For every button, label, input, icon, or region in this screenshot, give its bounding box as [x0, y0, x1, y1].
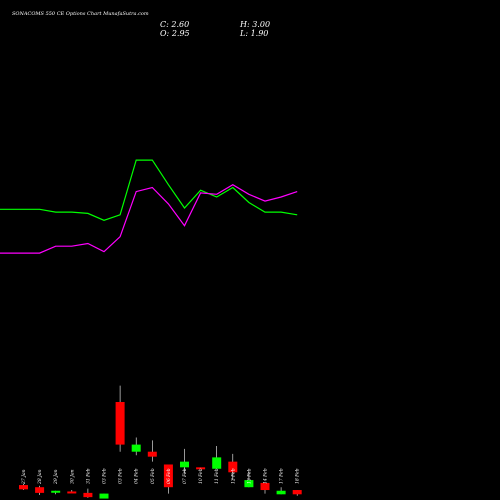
candle-body — [196, 467, 206, 470]
candle-12 — [212, 446, 222, 469]
candle-0 — [19, 483, 28, 491]
low-value: 1.90 — [251, 29, 269, 38]
x-axis-ticks: 27 Jan 28 Jan 29 Jan 30 Jan 31 Feb 03 Feb 03 F… — [21, 468, 301, 485]
upper-band-line — [0, 159, 298, 221]
candle-body — [163, 464, 173, 488]
candle-body — [67, 491, 77, 494]
candle-body — [292, 490, 302, 495]
x-tick-label: 03 Feb — [118, 468, 124, 484]
high-value: 3.00 — [252, 20, 270, 29]
candle-body — [276, 490, 286, 495]
candle-body — [147, 451, 157, 457]
x-tick-label: 10 Feb — [198, 468, 204, 484]
candle-14 — [244, 471, 254, 488]
x-tick-label: 04 Feb — [134, 468, 140, 484]
x-tick-label: 18 Feb — [295, 468, 301, 484]
x-tick-label: 11 Feb — [214, 468, 220, 484]
candle-body — [180, 461, 189, 468]
candle-body — [260, 482, 270, 491]
candle-9 — [163, 464, 173, 494]
candle-body — [131, 444, 141, 452]
candle-series — [19, 385, 302, 499]
close-value: 2.60 — [170, 20, 189, 29]
close-label: C: — [160, 20, 169, 29]
x-tick-label: 13 Feb — [246, 468, 252, 484]
candle-body — [51, 490, 61, 493]
svg-text:O: 2.95: O: 2.95 — [160, 29, 190, 38]
x-tick-label: 30 Jan — [69, 469, 75, 484]
chart-title: SONACOMS 550 CE Options Chart MunafaSutr… — [12, 11, 149, 17]
x-tick-label: 31 Feb — [85, 468, 91, 484]
candle-10 — [180, 448, 189, 473]
x-tick-label: 27 Jan — [21, 469, 27, 485]
svg-text:L: 1.90: L: 1.90 — [239, 29, 268, 38]
x-tick-label: 03 Feb — [102, 468, 108, 484]
open-label: O: — [160, 29, 170, 38]
candle-body — [212, 457, 222, 469]
candle-body — [244, 480, 254, 488]
candle-13 — [228, 453, 238, 481]
candle-16 — [276, 487, 286, 495]
candle-4 — [83, 488, 93, 498]
low-label: L: — [239, 29, 248, 38]
band-lines — [0, 159, 298, 254]
candle-body — [115, 402, 125, 445]
svg-text:C: 2.60: C: 2.60 — [160, 20, 189, 29]
x-tick-label: 29 Jan — [53, 469, 59, 485]
candle-body — [35, 487, 45, 493]
ohlc-readout: C: 2.60 O: 2.95 H: 3.00 L: 1.90 — [160, 20, 270, 38]
candle-3 — [67, 490, 77, 494]
high-label: H: — [239, 20, 250, 29]
x-tick-label: 17 Feb — [279, 468, 285, 484]
candle-7 — [131, 437, 141, 456]
candle-body — [228, 461, 238, 473]
candle-15 — [260, 482, 270, 494]
candle-2 — [51, 490, 61, 495]
candle-6 — [115, 385, 125, 452]
candle-body — [83, 492, 93, 498]
x-tick-label: 28 Jan — [37, 469, 43, 485]
candle-5 — [99, 493, 109, 499]
x-tick-label: 06 Feb — [166, 468, 172, 484]
candle-1 — [35, 485, 45, 496]
open-value: 2.95 — [171, 29, 190, 38]
svg-text:H: 3.00: H: 3.00 — [239, 20, 270, 29]
x-tick-label: 14 Feb — [263, 468, 269, 484]
x-tick-label: 05 Feb — [150, 468, 156, 484]
lower-band-line — [0, 184, 298, 254]
candle-body — [19, 485, 28, 490]
candle-body — [99, 493, 109, 499]
candle-17 — [292, 490, 302, 496]
candle-11 — [196, 467, 206, 470]
x-tick-label: 12 Feb — [230, 468, 236, 484]
x-tick-label: 07 Feb — [182, 468, 188, 484]
candle-8 — [147, 440, 157, 462]
